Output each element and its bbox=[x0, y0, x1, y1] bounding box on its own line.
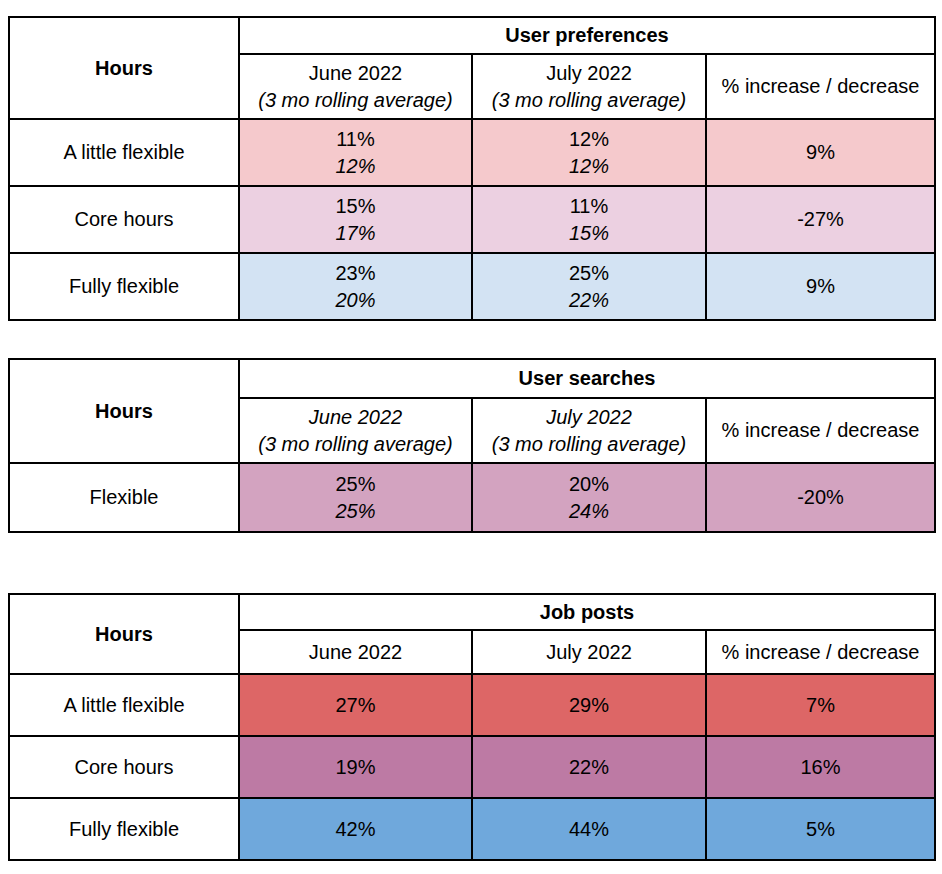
change-header-cell: % increase / decrease bbox=[706, 54, 935, 119]
month-label: July 2022 bbox=[477, 404, 701, 431]
rolling-average-value: 22% bbox=[477, 287, 701, 314]
rolling-average-value: 25% bbox=[244, 498, 467, 525]
row-label-cell: Core hours bbox=[9, 736, 239, 798]
july-value-cell: 12% 12% bbox=[472, 119, 706, 186]
current-value: 20% bbox=[477, 471, 701, 498]
rolling-average-note: (3 mo rolling average) bbox=[477, 431, 701, 458]
june-value-cell: 19% bbox=[239, 736, 472, 798]
month-label: July 2022 bbox=[477, 60, 701, 87]
july-value-cell: 22% bbox=[472, 736, 706, 798]
user-preferences-table: Hours User preferences June 2022 (3 mo r… bbox=[8, 16, 936, 321]
rolling-average-value: 12% bbox=[477, 153, 701, 180]
job-posts-table: Hours Job posts June 2022 July 2022 % in… bbox=[8, 593, 936, 861]
rolling-average-note: (3 mo rolling average) bbox=[244, 431, 467, 458]
rolling-average-value: 12% bbox=[244, 153, 467, 180]
user-searches-table: Hours User searches June 2022 (3 mo roll… bbox=[8, 358, 936, 533]
july-value-cell: 25% 22% bbox=[472, 253, 706, 320]
july-value-cell: 11% 15% bbox=[472, 186, 706, 253]
rolling-average-note: (3 mo rolling average) bbox=[244, 87, 467, 114]
month-label: June 2022 bbox=[244, 60, 467, 87]
table-title-cell: User preferences bbox=[239, 17, 935, 54]
hours-header-cell: Hours bbox=[9, 17, 239, 119]
july-header-cell: July 2022 (3 mo rolling average) bbox=[472, 398, 706, 463]
june-value-cell: 27% bbox=[239, 674, 472, 736]
hours-header-cell: Hours bbox=[9, 359, 239, 463]
table-title-cell: Job posts bbox=[239, 594, 935, 630]
row-label-cell: A little flexible bbox=[9, 674, 239, 736]
june-value-cell: 25% 25% bbox=[239, 463, 472, 532]
change-value-cell: 16% bbox=[706, 736, 935, 798]
change-value-cell: 5% bbox=[706, 798, 935, 860]
row-label-cell: Fully flexible bbox=[9, 253, 239, 320]
row-label-cell: Flexible bbox=[9, 463, 239, 532]
june-header-cell: June 2022 (3 mo rolling average) bbox=[239, 398, 472, 463]
current-value: 25% bbox=[477, 260, 701, 287]
hours-header-cell: Hours bbox=[9, 594, 239, 674]
row-label-cell: Core hours bbox=[9, 186, 239, 253]
rolling-average-note: (3 mo rolling average) bbox=[477, 87, 701, 114]
june-value-cell: 42% bbox=[239, 798, 472, 860]
change-value-cell: 9% bbox=[706, 253, 935, 320]
july-value-cell: 29% bbox=[472, 674, 706, 736]
current-value: 25% bbox=[244, 471, 467, 498]
table-title-cell: User searches bbox=[239, 359, 935, 398]
rolling-average-value: 15% bbox=[477, 220, 701, 247]
row-label-cell: Fully flexible bbox=[9, 798, 239, 860]
june-value-cell: 23% 20% bbox=[239, 253, 472, 320]
june-header-cell: June 2022 bbox=[239, 630, 472, 674]
july-header-cell: July 2022 (3 mo rolling average) bbox=[472, 54, 706, 119]
change-value-cell: -20% bbox=[706, 463, 935, 532]
july-value-cell: 44% bbox=[472, 798, 706, 860]
row-label-cell: A little flexible bbox=[9, 119, 239, 186]
july-header-cell: July 2022 bbox=[472, 630, 706, 674]
month-label: June 2022 bbox=[244, 404, 467, 431]
change-header-cell: % increase / decrease bbox=[706, 398, 935, 463]
june-value-cell: 11% 12% bbox=[239, 119, 472, 186]
rolling-average-value: 17% bbox=[244, 220, 467, 247]
rolling-average-value: 20% bbox=[244, 287, 467, 314]
current-value: 11% bbox=[477, 193, 701, 220]
change-value-cell: 7% bbox=[706, 674, 935, 736]
current-value: 11% bbox=[244, 126, 467, 153]
current-value: 23% bbox=[244, 260, 467, 287]
current-value: 12% bbox=[477, 126, 701, 153]
current-value: 15% bbox=[244, 193, 467, 220]
document-page: Hours User preferences June 2022 (3 mo r… bbox=[0, 0, 942, 874]
change-header-cell: % increase / decrease bbox=[706, 630, 935, 674]
july-value-cell: 20% 24% bbox=[472, 463, 706, 532]
june-header-cell: June 2022 (3 mo rolling average) bbox=[239, 54, 472, 119]
change-value-cell: -27% bbox=[706, 186, 935, 253]
june-value-cell: 15% 17% bbox=[239, 186, 472, 253]
change-value-cell: 9% bbox=[706, 119, 935, 186]
rolling-average-value: 24% bbox=[477, 498, 701, 525]
